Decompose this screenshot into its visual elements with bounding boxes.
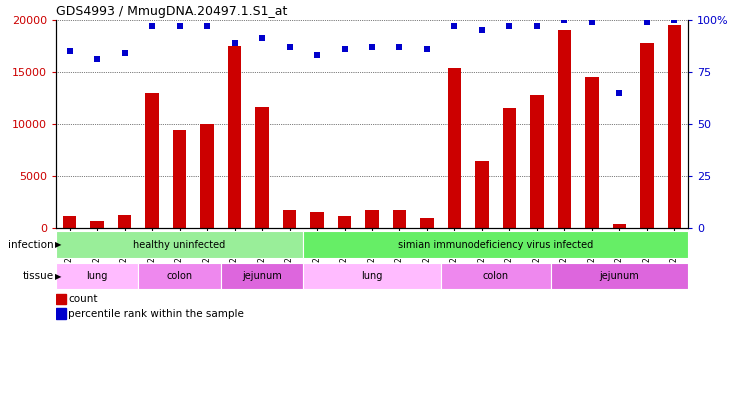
Bar (551, 263, 688, 289)
Bar (585, 77, 599, 228)
Bar (503, 108, 516, 228)
Text: ▶: ▶ (55, 240, 62, 249)
Point (421, 46, 433, 52)
Point (339, 46, 350, 52)
Bar (667, 25, 682, 228)
Point (504, 23, 516, 29)
Text: colon: colon (167, 271, 193, 281)
Point (669, 17, 681, 23)
Bar (557, 30, 571, 228)
Bar (90, 220, 104, 228)
Bar (440, 263, 551, 289)
Bar (475, 161, 489, 228)
Text: lung: lung (362, 271, 382, 281)
Bar (56, 309, 66, 319)
Point (228, 39, 240, 46)
Point (91, 56, 103, 62)
Bar (228, 46, 241, 228)
Point (394, 44, 405, 50)
Text: healthy uninfected: healthy uninfected (133, 240, 225, 250)
Bar (221, 263, 304, 289)
Text: jejunum: jejunum (600, 271, 639, 281)
Text: colon: colon (483, 271, 509, 281)
Point (256, 35, 268, 42)
Point (641, 18, 653, 25)
Bar (118, 215, 132, 228)
Point (586, 18, 598, 25)
Bar (283, 210, 296, 228)
Bar (338, 217, 351, 228)
Point (63, 48, 75, 54)
Bar (640, 42, 654, 228)
Text: GDS4993 / MmugDNA.20497.1.S1_at: GDS4993 / MmugDNA.20497.1.S1_at (56, 6, 287, 18)
Bar (304, 263, 440, 289)
Point (476, 27, 488, 33)
Bar (200, 124, 214, 228)
Point (559, 17, 571, 23)
Bar (173, 130, 187, 228)
Text: count: count (68, 294, 98, 304)
Bar (145, 93, 159, 228)
Bar (612, 224, 626, 228)
Bar (56, 294, 66, 304)
Bar (365, 210, 379, 228)
Text: lung: lung (86, 271, 108, 281)
Bar (448, 68, 461, 228)
Point (449, 23, 461, 29)
Text: infection: infection (8, 240, 54, 250)
Text: ▶: ▶ (55, 272, 62, 281)
Bar (56, 263, 138, 289)
Point (173, 23, 185, 29)
Bar (393, 210, 406, 228)
Point (311, 52, 323, 58)
Bar (304, 231, 688, 258)
Point (283, 44, 295, 50)
Text: tissue: tissue (22, 271, 54, 281)
Point (118, 50, 130, 56)
Bar (138, 263, 221, 289)
Bar (62, 217, 77, 228)
Bar (310, 212, 324, 228)
Point (531, 23, 543, 29)
Bar (530, 95, 544, 228)
Bar (420, 217, 434, 228)
Text: simian immunodeficiency virus infected: simian immunodeficiency virus infected (398, 240, 594, 250)
Point (146, 23, 158, 29)
Point (201, 23, 213, 29)
Text: percentile rank within the sample: percentile rank within the sample (68, 309, 244, 319)
Bar (255, 107, 269, 228)
Point (366, 44, 378, 50)
Point (614, 90, 626, 96)
Bar (56, 231, 304, 258)
Text: jejunum: jejunum (242, 271, 282, 281)
